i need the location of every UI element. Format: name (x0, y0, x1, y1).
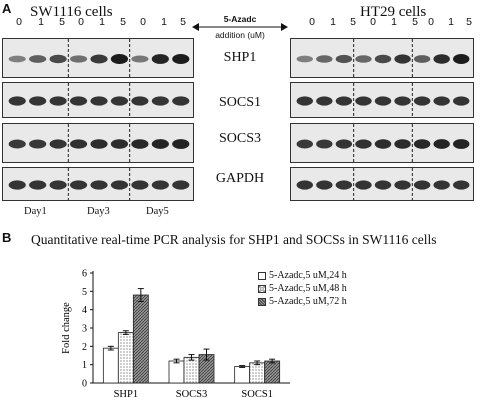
dose-label-sw1116-4: 0 (78, 16, 84, 28)
protein-label-shp1: SHP1 (223, 50, 257, 65)
x-tick-label-shp1: SHP1 (114, 389, 139, 400)
legend-swatch-white (258, 271, 266, 280)
dose-label-ht29-4: 0 (370, 16, 376, 28)
legend-swatch-dotted (258, 284, 266, 293)
y-tick-label: 5 (82, 287, 87, 298)
dose-label-sw1116-6: 5 (120, 16, 126, 28)
protein-label-socs3: SOCS3 (218, 131, 262, 146)
dose-label-ht29-6: 5 (412, 16, 418, 28)
dose-label-ht29-1: 0 (309, 16, 315, 28)
panel-b-label: B (2, 230, 12, 245)
dose-label-ht29-9: 5 (466, 16, 472, 28)
y-tick-label: 0 (82, 379, 87, 390)
legend-item-72h: 5-Azadc,5 uM,72 h (258, 296, 347, 307)
treatment-arrow (192, 23, 288, 31)
blot-ht29-row-1 (290, 38, 474, 78)
blot-ht29-row-2 (290, 82, 474, 118)
blot-ht29-row-3 (290, 123, 474, 163)
y-axis-label: Fold change (61, 302, 72, 354)
legend-label-72h: 5-Azadc,5 uM,72 h (269, 296, 347, 307)
dose-label-ht29-2: 1 (330, 16, 336, 28)
dose-label-sw1116-5: 1 (99, 16, 105, 28)
dose-label-sw1116-3: 5 (59, 16, 65, 28)
legend-swatch-hatched (258, 297, 266, 306)
y-tick-label: 2 (82, 342, 87, 353)
bar-shp1-series-3 (132, 294, 149, 384)
chart-title: Quantitative real-time PCR analysis for … (31, 232, 437, 247)
dose-label-ht29-3: 5 (350, 16, 356, 28)
bar-chart: 0 1 2 3 4 5 6 Fold change SHP1 SOCS3 SOCS1 (61, 269, 290, 400)
bar-shp1-series-1 (102, 347, 119, 384)
dose-label-ht29-8: 1 (448, 16, 454, 28)
treatment-sub: addition (uM) (215, 30, 265, 40)
blot-ht29-row-4 (290, 167, 474, 201)
y-tick-label: 1 (82, 360, 87, 371)
dose-label-sw1116-9: 5 (180, 16, 186, 28)
dose-label-sw1116-2: 1 (38, 16, 44, 28)
blot-sw1116-row-1 (2, 38, 194, 78)
dose-label-sw1116-7: 0 (140, 16, 146, 28)
bar-socs1-series-2 (249, 362, 266, 384)
bar-socs3-series-2 (183, 356, 200, 384)
legend: 5-Azadc,5 uM,24 h 5-Azadc,5 uM,48 h 5-Az… (258, 270, 347, 307)
day-label-5: Day5 (146, 206, 169, 217)
legend-item-48h: 5-Azadc,5 uM,48 h (258, 283, 347, 294)
legend-label-48h: 5-Azadc,5 uM,48 h (269, 283, 347, 294)
y-tick-label: 4 (82, 305, 87, 316)
panel-a-label: A (2, 1, 12, 16)
dose-label-ht29-7: 0 (428, 16, 434, 28)
day-label-1: Day1 (24, 206, 47, 217)
blot-sw1116-row-2 (2, 82, 194, 118)
dose-label-sw1116-1: 0 (16, 16, 22, 28)
sw1116-title: SW1116 cells (30, 4, 113, 20)
bar-socs1-series-3 (264, 360, 281, 384)
day-label-3: Day3 (87, 206, 110, 217)
legend-label-24h: 5-Azadc,5 uM,24 h (269, 270, 347, 281)
protein-label-gapdh: GAPDH (215, 171, 265, 186)
blot-sw1116-row-4 (2, 167, 194, 201)
x-tick-label-socs1: SOCS1 (241, 389, 273, 400)
treatment-label: 5-Azadc (200, 14, 280, 24)
bar-socs3-series-1 (168, 360, 185, 384)
legend-item-24h: 5-Azadc,5 uM,24 h (258, 270, 347, 281)
dose-label-ht29-5: 1 (391, 16, 397, 28)
dose-label-sw1116-8: 1 (161, 16, 167, 28)
ht29-title: HT29 cells (360, 4, 427, 20)
y-tick-label: 6 (82, 269, 87, 280)
blot-sw1116-row-3 (2, 123, 194, 163)
x-tick-label-socs3: SOCS3 (176, 389, 208, 400)
y-tick-label: 3 (82, 324, 87, 335)
bar-shp1-series-2 (117, 332, 134, 384)
protein-label-socs1: SOCS1 (218, 95, 262, 110)
bar-socs1-series-1 (234, 366, 251, 384)
